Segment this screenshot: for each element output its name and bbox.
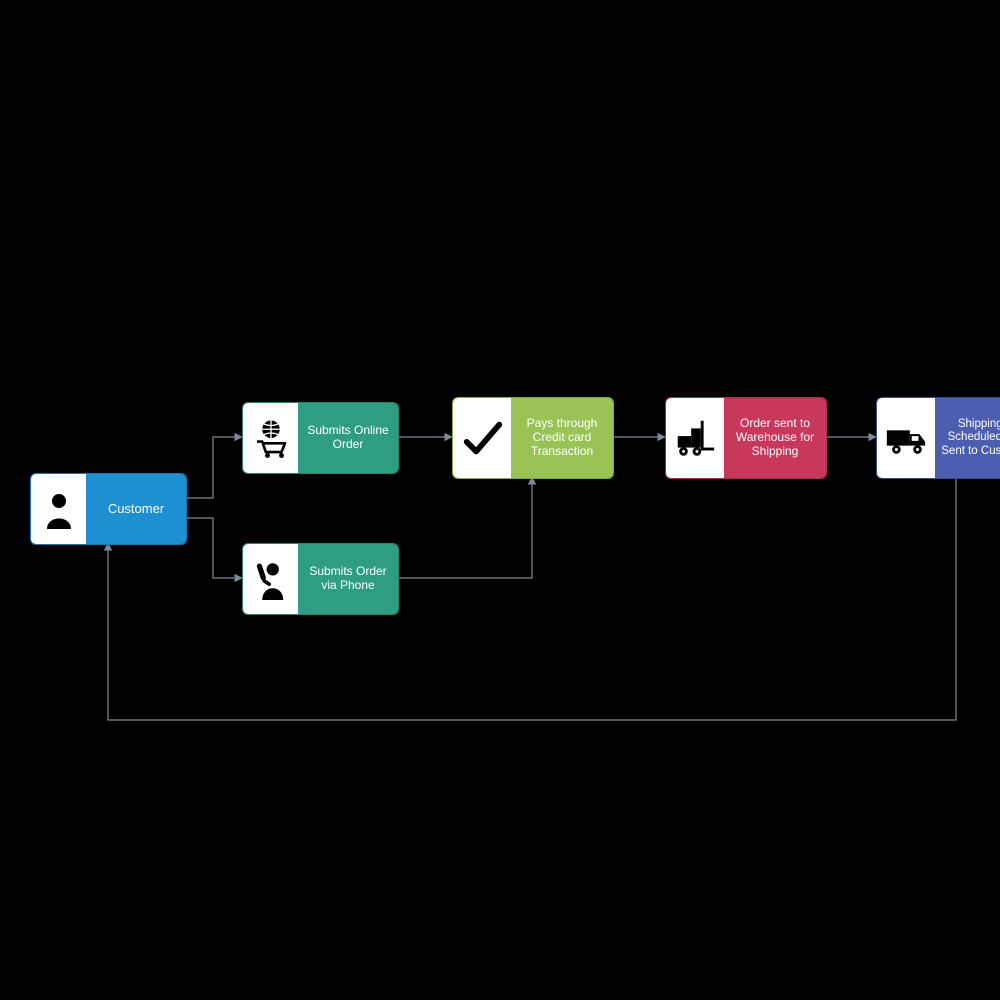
phone-person-icon [243, 544, 298, 614]
node-submits-order-via-phone: Submits Order via Phone [242, 543, 399, 615]
node-label: Shipping is Scheduled and Sent to Custom… [935, 398, 1000, 478]
node-shipping-scheduled: Shipping is Scheduled and Sent to Custom… [876, 397, 1000, 479]
node-order-sent-to-warehouse: Order sent to Warehouse for Shipping [665, 397, 827, 479]
cart-globe-icon [243, 403, 298, 473]
node-customer: Customer [30, 473, 187, 545]
flowchart-canvas: Customer Submits Online Order Submits Or… [0, 0, 1000, 1000]
edge-phone-to-pay [397, 477, 532, 578]
forklift-icon [666, 398, 724, 478]
checkmark-icon [453, 398, 511, 478]
person-icon [31, 474, 86, 544]
node-label: Pays through Credit card Transaction [511, 398, 613, 478]
node-label: Customer [86, 474, 186, 544]
edge-customer-to-phone [185, 518, 242, 578]
truck-icon [877, 398, 935, 478]
node-label: Order sent to Warehouse for Shipping [724, 398, 826, 478]
edge-shipping-to-customer [108, 477, 956, 720]
node-label: Submits Online Order [298, 403, 398, 473]
node-submits-online-order: Submits Online Order [242, 402, 399, 474]
node-label: Submits Order via Phone [298, 544, 398, 614]
edge-customer-to-online [185, 437, 242, 498]
node-pays-credit-card: Pays through Credit card Transaction [452, 397, 614, 479]
